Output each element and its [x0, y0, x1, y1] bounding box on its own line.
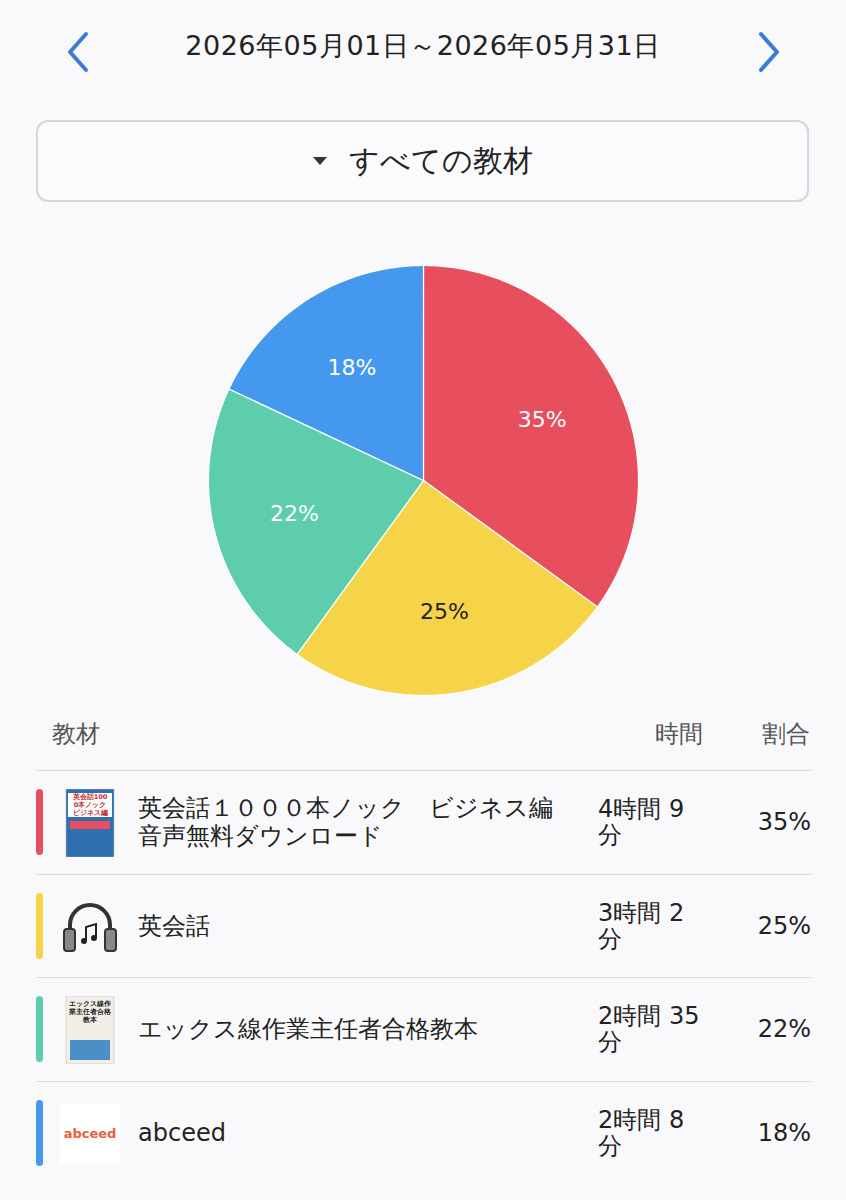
html-text:2時間 35分: 2時間 35分 — [598, 1002, 700, 1056]
html-text:教材: 教材 — [52, 720, 100, 748]
svg-text:エックス線作: エックス線作 — [69, 1000, 111, 1008]
svg-text:教本: 教本 — [82, 1016, 98, 1024]
html-text:英会話１０００本ノック ビジネス編 音声無料ダウンロード: 英会話１０００本ノック ビジネス編 音声無料ダウンロード — [138, 794, 553, 850]
svg-text:英会話100: 英会話100 — [72, 793, 108, 801]
html-text:22%: 22% — [757, 1015, 811, 1043]
svg-text:abceed: abceed — [64, 1126, 117, 1141]
html-text:25%: 25% — [757, 911, 811, 940]
svg-text:ビジネス編: ビジネス編 — [73, 809, 108, 817]
html-text:35%: 35% — [757, 808, 811, 836]
html-text:エックス線作業主任者合格教本: エックス線作業主任者合格教本 — [138, 1015, 478, 1043]
svg-text:0本ノック: 0本ノック — [74, 801, 107, 809]
svg-text:35%: 35% — [518, 407, 567, 432]
html-text:4時間 9分: 4時間 9分 — [598, 795, 685, 849]
svg-text:22%: 22% — [270, 501, 319, 526]
html-text:すべての教材: すべての教材 — [348, 142, 533, 178]
svg-text:業主任者合格: 業主任者合格 — [68, 1007, 112, 1016]
html-text:18%: 18% — [757, 1118, 811, 1147]
html-text:時間: 時間 — [655, 720, 703, 748]
html-text:2026年05月01日～2026年05月31日: 2026年05月01日～2026年05月31日 — [185, 30, 661, 61]
html-text:英会話: 英会話 — [138, 911, 210, 940]
html-text:割合: 割合 — [762, 720, 810, 748]
html-text:2時間 8分: 2時間 8分 — [598, 1105, 685, 1160]
svg-text:18%: 18% — [328, 355, 377, 380]
svg-text:25%: 25% — [420, 599, 469, 624]
html-text:3時間 2分: 3時間 2分 — [598, 898, 685, 953]
html-text:abceed: abceed — [138, 1118, 226, 1147]
